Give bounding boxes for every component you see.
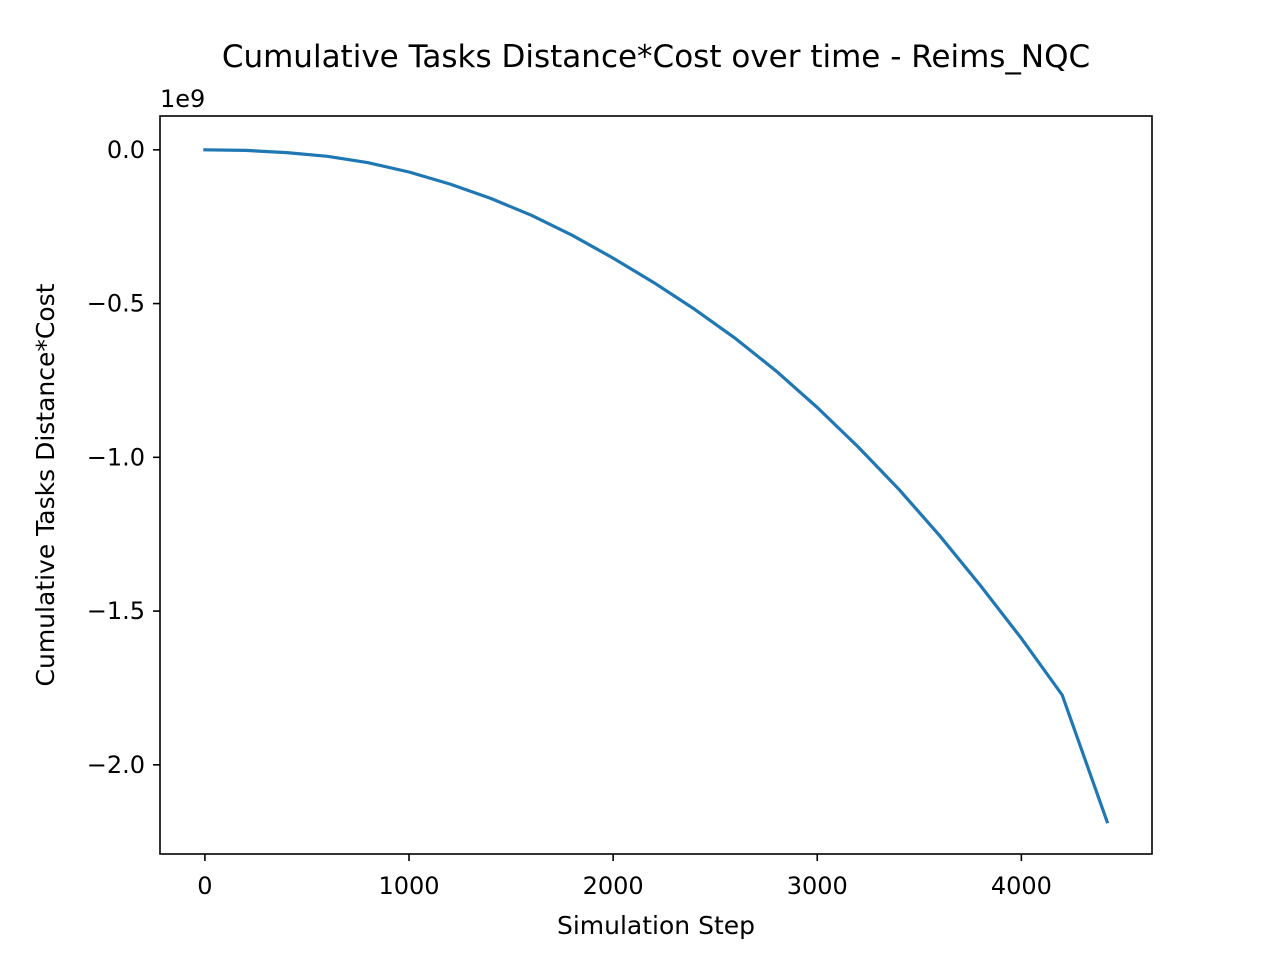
- x-axis-label: Simulation Step: [557, 911, 755, 940]
- y-tick-label: −0.5: [87, 290, 145, 318]
- y-tick-label: 0.0: [107, 136, 145, 164]
- y-tick-label: −1.0: [87, 443, 145, 471]
- y-tick-label: −1.5: [87, 597, 145, 625]
- x-axis-ticks: 0 1000 2000 3000 4000: [197, 854, 1052, 900]
- series-layer: [203, 148, 1110, 824]
- x-tick-label: 2000: [583, 872, 644, 900]
- y-axis-ticks: 0.0 −0.5 −1.0 −1.5 −2.0: [87, 136, 160, 779]
- x-tick-label: 3000: [787, 872, 848, 900]
- x-tick-label: 0: [197, 872, 212, 900]
- series-line: [203, 148, 1110, 824]
- y-offset-label: 1e9: [160, 85, 205, 113]
- x-tick-label: 1000: [378, 872, 439, 900]
- y-tick-label: −2.0: [87, 751, 145, 779]
- x-tick-label: 4000: [991, 872, 1052, 900]
- y-axis-label: Cumulative Tasks Distance*Cost: [31, 283, 60, 686]
- chart-title: Cumulative Tasks Distance*Cost over time…: [222, 39, 1090, 75]
- plot-area-frame: [159, 115, 1153, 855]
